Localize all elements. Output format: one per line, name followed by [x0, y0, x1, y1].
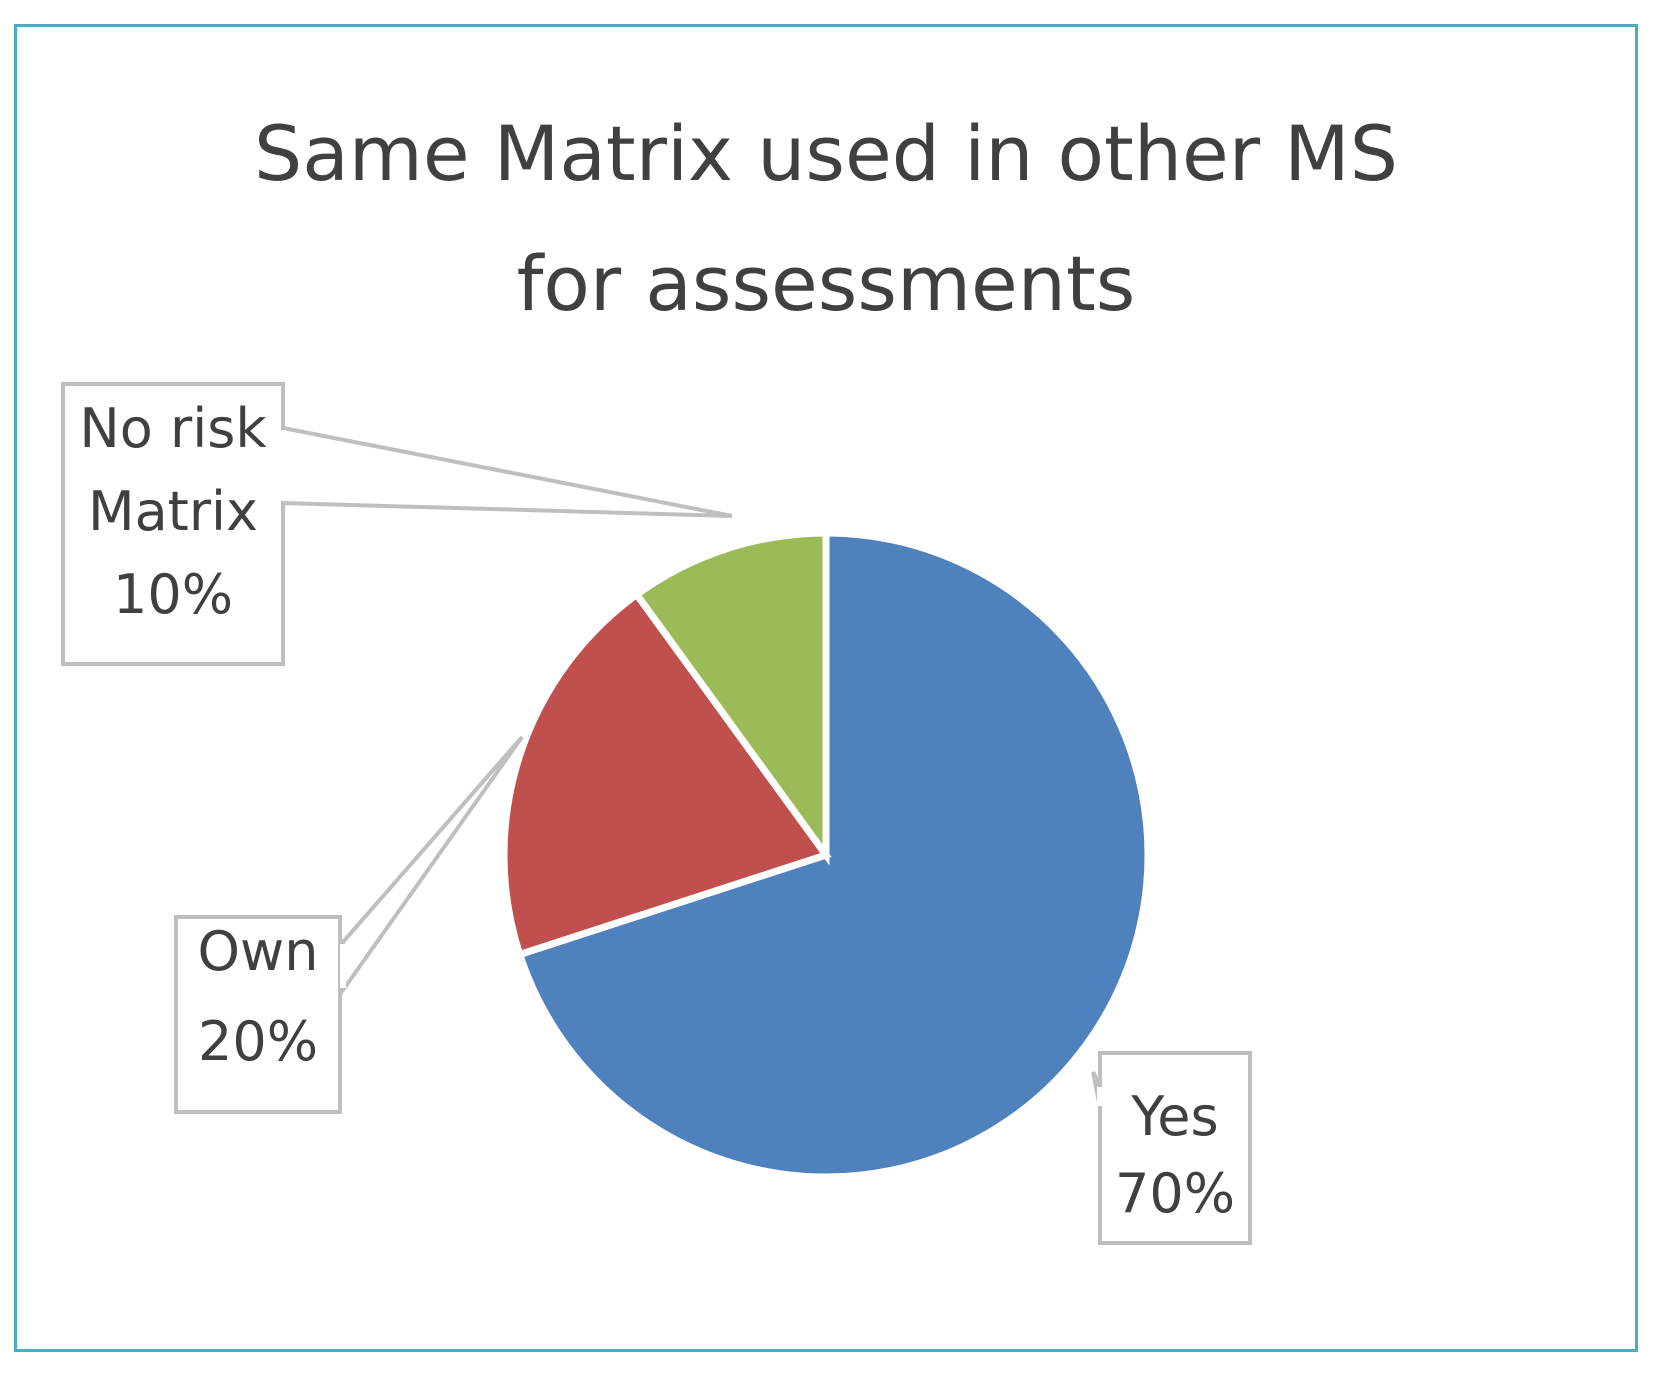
data-label-no-risk-matrix-line-2: Matrix	[88, 480, 258, 543]
chart-title-line-2: for assessments	[517, 239, 1136, 328]
data-label-yes: Yes 70%	[1091, 1051, 1252, 1245]
data-labels: Yes 70% Own 20% No risk Matrix 10%	[61, 382, 1252, 1245]
leader-line-own	[341, 735, 524, 997]
data-label-no-risk-matrix-line-3: 10%	[113, 563, 233, 626]
data-label-own-line-2: 20%	[198, 1010, 318, 1073]
data-label-own: Own 20%	[174, 735, 524, 1114]
pie-slice-own	[500, 589, 832, 959]
pie-slice-no-risk-matrix	[631, 529, 830, 866]
data-label-no-risk-matrix-line-1: No risk	[79, 397, 267, 460]
data-label-no-risk-matrix: No risk Matrix 10%	[61, 382, 733, 666]
leader-line-no-risk-matrix	[281, 425, 733, 518]
label-box-yes	[1098, 1051, 1252, 1245]
label-box-own	[174, 915, 342, 1114]
label-box-no-risk-matrix	[61, 382, 285, 666]
chart-title: Same Matrix used in other MS for assessm…	[254, 109, 1398, 328]
chart-title-line-1: Same Matrix used in other MS	[254, 109, 1398, 198]
data-label-own-line-1: Own	[198, 920, 319, 983]
data-label-yes-line-1: Yes	[1130, 1085, 1218, 1148]
pie-slice-yes	[515, 529, 1152, 1181]
pie-slices	[500, 529, 1152, 1181]
data-label-yes-line-2: 70%	[1115, 1162, 1235, 1225]
